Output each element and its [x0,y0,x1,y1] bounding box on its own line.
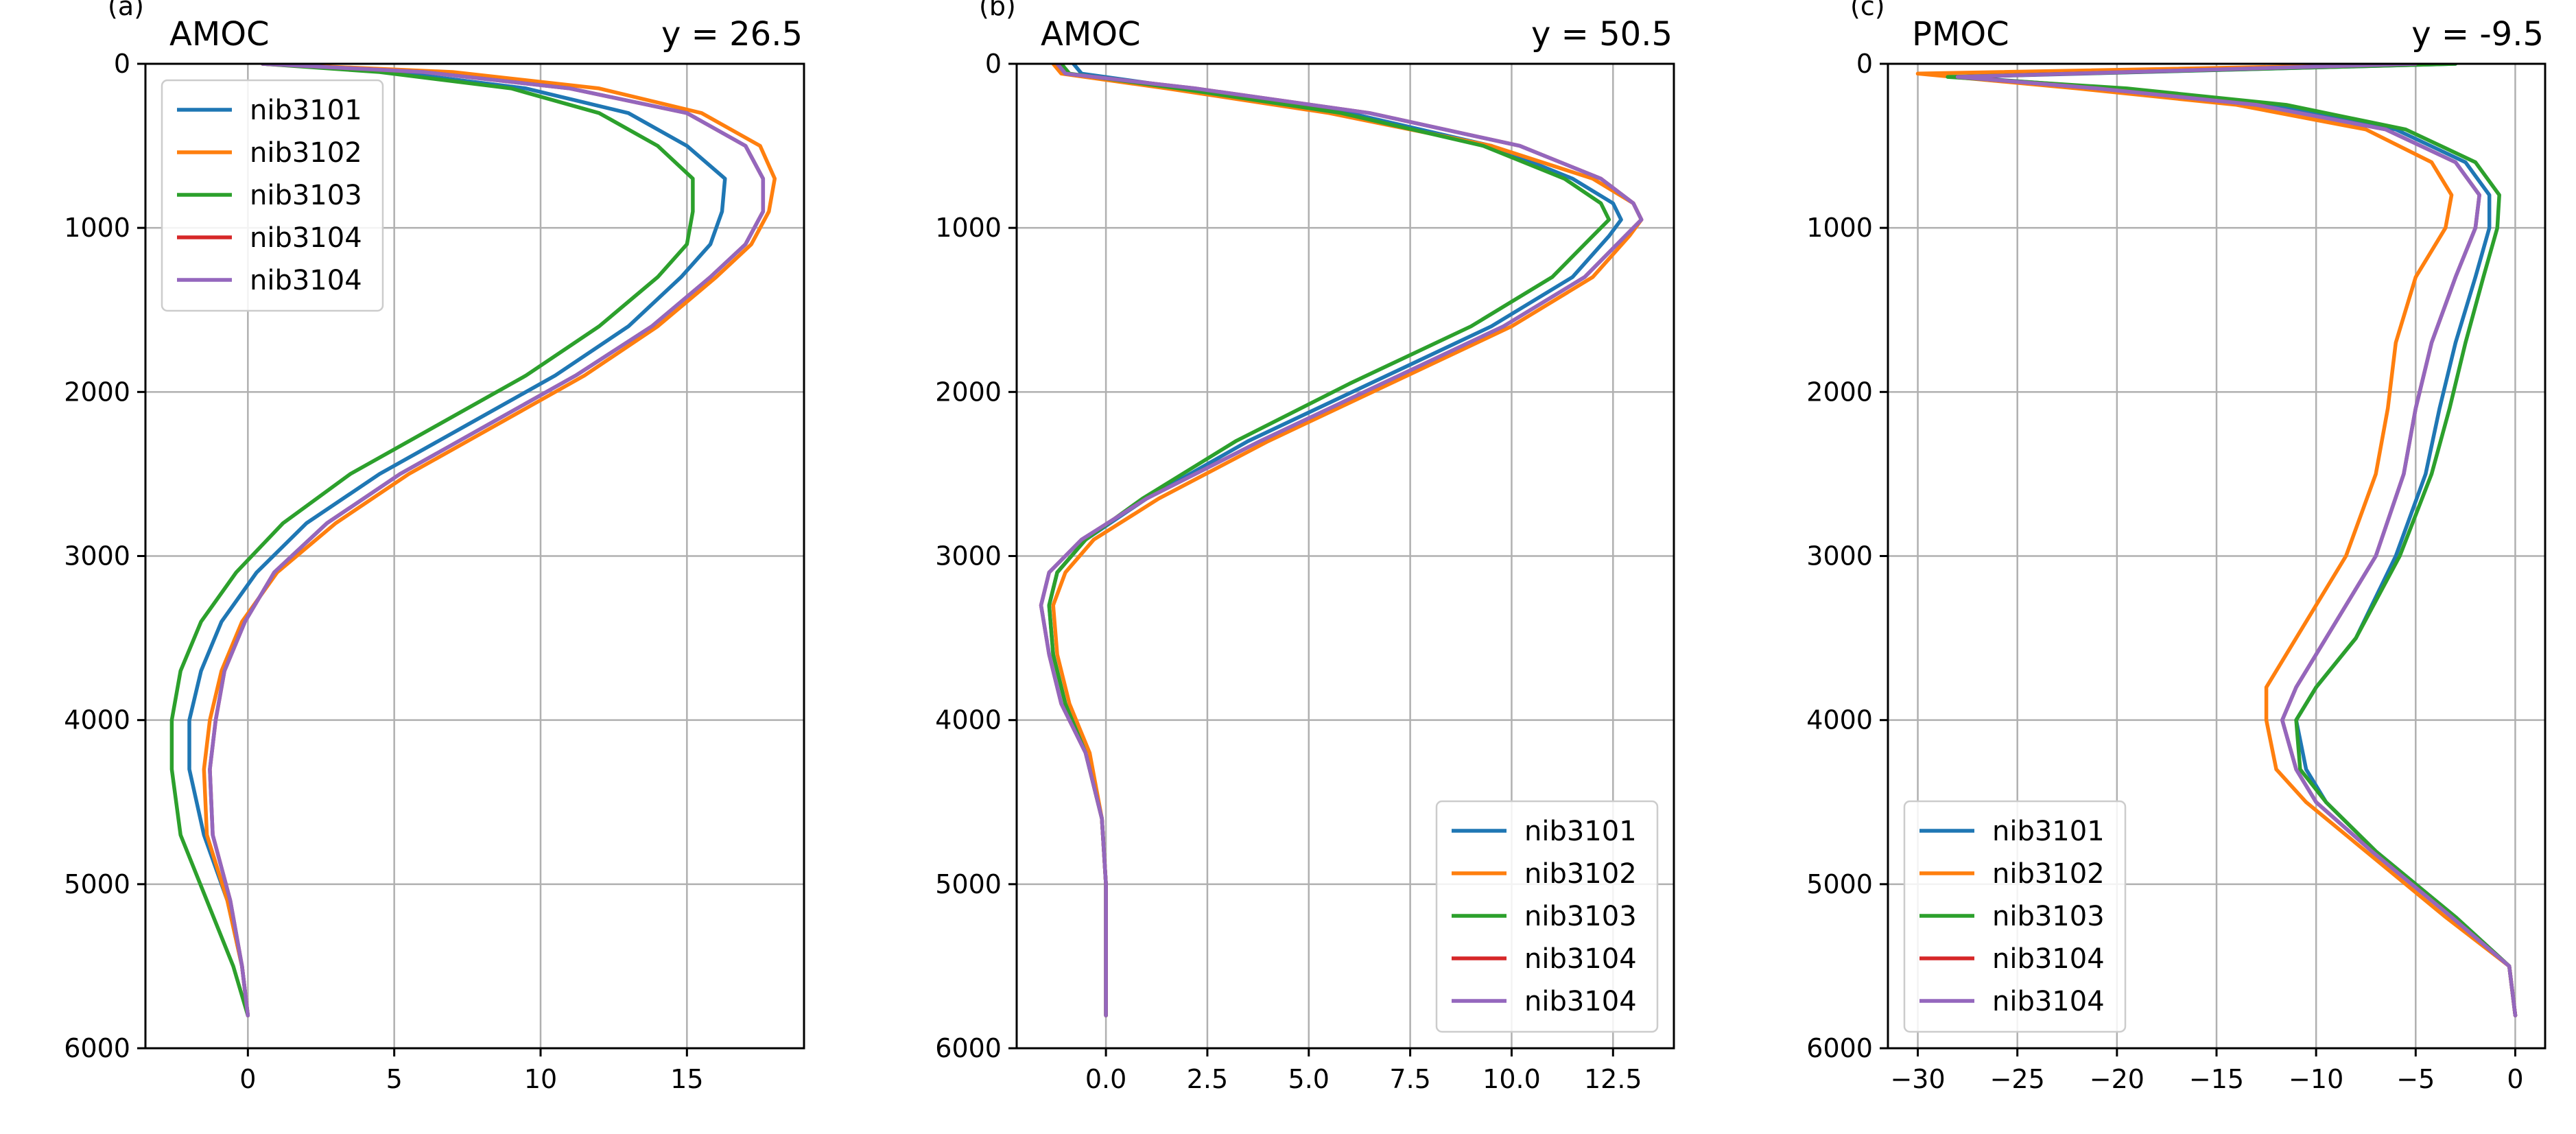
legend-label: nib3104 [250,222,362,254]
series-line-nib3101 [187,64,727,1017]
series-line-nib3103 [1946,64,2518,1017]
legend-label: nib3104 [1524,943,1637,975]
y-tick-label: 3000 [935,541,1002,571]
legend-label: nib3104 [1524,986,1637,1017]
y-tick-label: 3000 [64,541,130,571]
x-tick-label: 0 [239,1064,256,1094]
y-tick-label: 6000 [1806,1033,1873,1063]
legend-label: nib3102 [1524,858,1637,890]
legend-label: nib3103 [1992,901,2105,932]
legend-label: nib3104 [250,265,362,296]
panel-tag: (a) [108,0,144,21]
series-line-nib3102 [202,64,777,1017]
legend-box [1435,800,1659,1033]
legend: nib3101 nib3102 nib3103 nib3104 nib3104 [1903,800,2127,1033]
y-tick-label: 6000 [64,1033,130,1063]
x-tick-label: 5.0 [1288,1064,1330,1094]
x-tick-label: 2.5 [1187,1064,1228,1094]
y-tick-label: 2000 [935,377,1002,407]
x-tick-label: 15 [670,1064,703,1094]
panel-title: AMOC [1041,15,1141,54]
panel-title: PMOC [1912,15,2009,54]
y-tick-label: 3000 [1806,541,1873,571]
series-group [169,64,777,1017]
legend-box [161,79,384,312]
x-tick-label: 10 [524,1064,557,1094]
legend-label: nib3104 [1992,986,2105,1017]
legend-label: nib3101 [250,95,362,126]
y-tick-label: 1000 [1806,213,1873,243]
x-tick-label: −30 [1890,1064,1945,1094]
panel-c: −30 −25 −20 −15 −10 −5 0 0 1000 2000 3000 4000 5000 6… [1806,0,2547,1094]
legend: nib3101 nib3102 nib3103 nib3104 nib3104 [161,79,384,312]
legend-label: nib3103 [250,180,362,211]
series-line-nib3103 [169,64,695,1017]
panel-subtitle: y = 26.5 [661,15,803,54]
panel-a: 0 5 10 15 0 1000 2000 3000 4000 5000 6000 (a) AMOC y … [64,0,805,1094]
x-tick-label: 12.5 [1584,1064,1642,1094]
y-tick-label: 4000 [64,705,130,735]
series-line-nib3104 [1039,64,1644,1017]
legend-label: nib3102 [250,137,362,169]
x-tick-label: 7.5 [1389,1064,1430,1094]
panel-subtitle: y = -9.5 [2411,15,2544,54]
x-tick-label: −20 [2090,1064,2144,1094]
legend-label: nib3102 [1992,858,2105,890]
legend-label: nib3104 [1992,943,2105,975]
x-tick-label: 0.0 [1085,1064,1126,1094]
panel-tag: (b) [979,0,1016,21]
x-tick-label: −25 [1990,1064,2045,1094]
series-line-nib3104 [1955,64,2518,1017]
x-tick-label: 0 [2507,1064,2523,1094]
y-tick-label: 1000 [64,213,130,243]
y-tick-label: 2000 [64,377,130,407]
series-line-nib3102 [1915,64,2518,1017]
legend-label: nib3103 [1524,901,1637,932]
series-group [1915,64,2518,1017]
x-tick-label: −5 [2396,1064,2435,1094]
y-tick-label: 5000 [64,869,130,899]
y-tick-label: 5000 [1806,869,1873,899]
legend: nib3101 nib3102 nib3103 nib3104 nib3104 [1435,800,1659,1033]
y-tick-label: 0 [114,49,130,79]
x-tick-label: 5 [386,1064,403,1094]
panel-subtitle: y = 50.5 [1531,15,1673,54]
y-tick-label: 0 [1856,49,1873,79]
y-tick-label: 5000 [935,869,1002,899]
y-tick-label: 2000 [1806,377,1873,407]
y-tick-label: 0 [985,49,1002,79]
panel-tag: (c) [1850,0,1885,21]
series-group [1039,64,1644,1017]
x-tick-label: −10 [2289,1064,2343,1094]
series-line-nib3104 [208,64,766,1017]
y-tick-label: 4000 [1806,705,1873,735]
legend-label: nib3101 [1524,816,1637,847]
x-tick-label: −15 [2189,1064,2244,1094]
panel-title: AMOC [169,15,270,54]
y-tick-label: 1000 [935,213,1002,243]
y-tick-label: 4000 [935,705,1002,735]
x-tick-label: 10.0 [1482,1064,1541,1094]
legend-label: nib3101 [1992,816,2105,847]
legend-box [1903,800,2127,1033]
panel-b: 0.0 2.5 5.0 7.5 10.0 12.5 0 1000 2000 3000 4000 500… [935,0,1675,1094]
y-tick-label: 6000 [935,1033,1002,1063]
